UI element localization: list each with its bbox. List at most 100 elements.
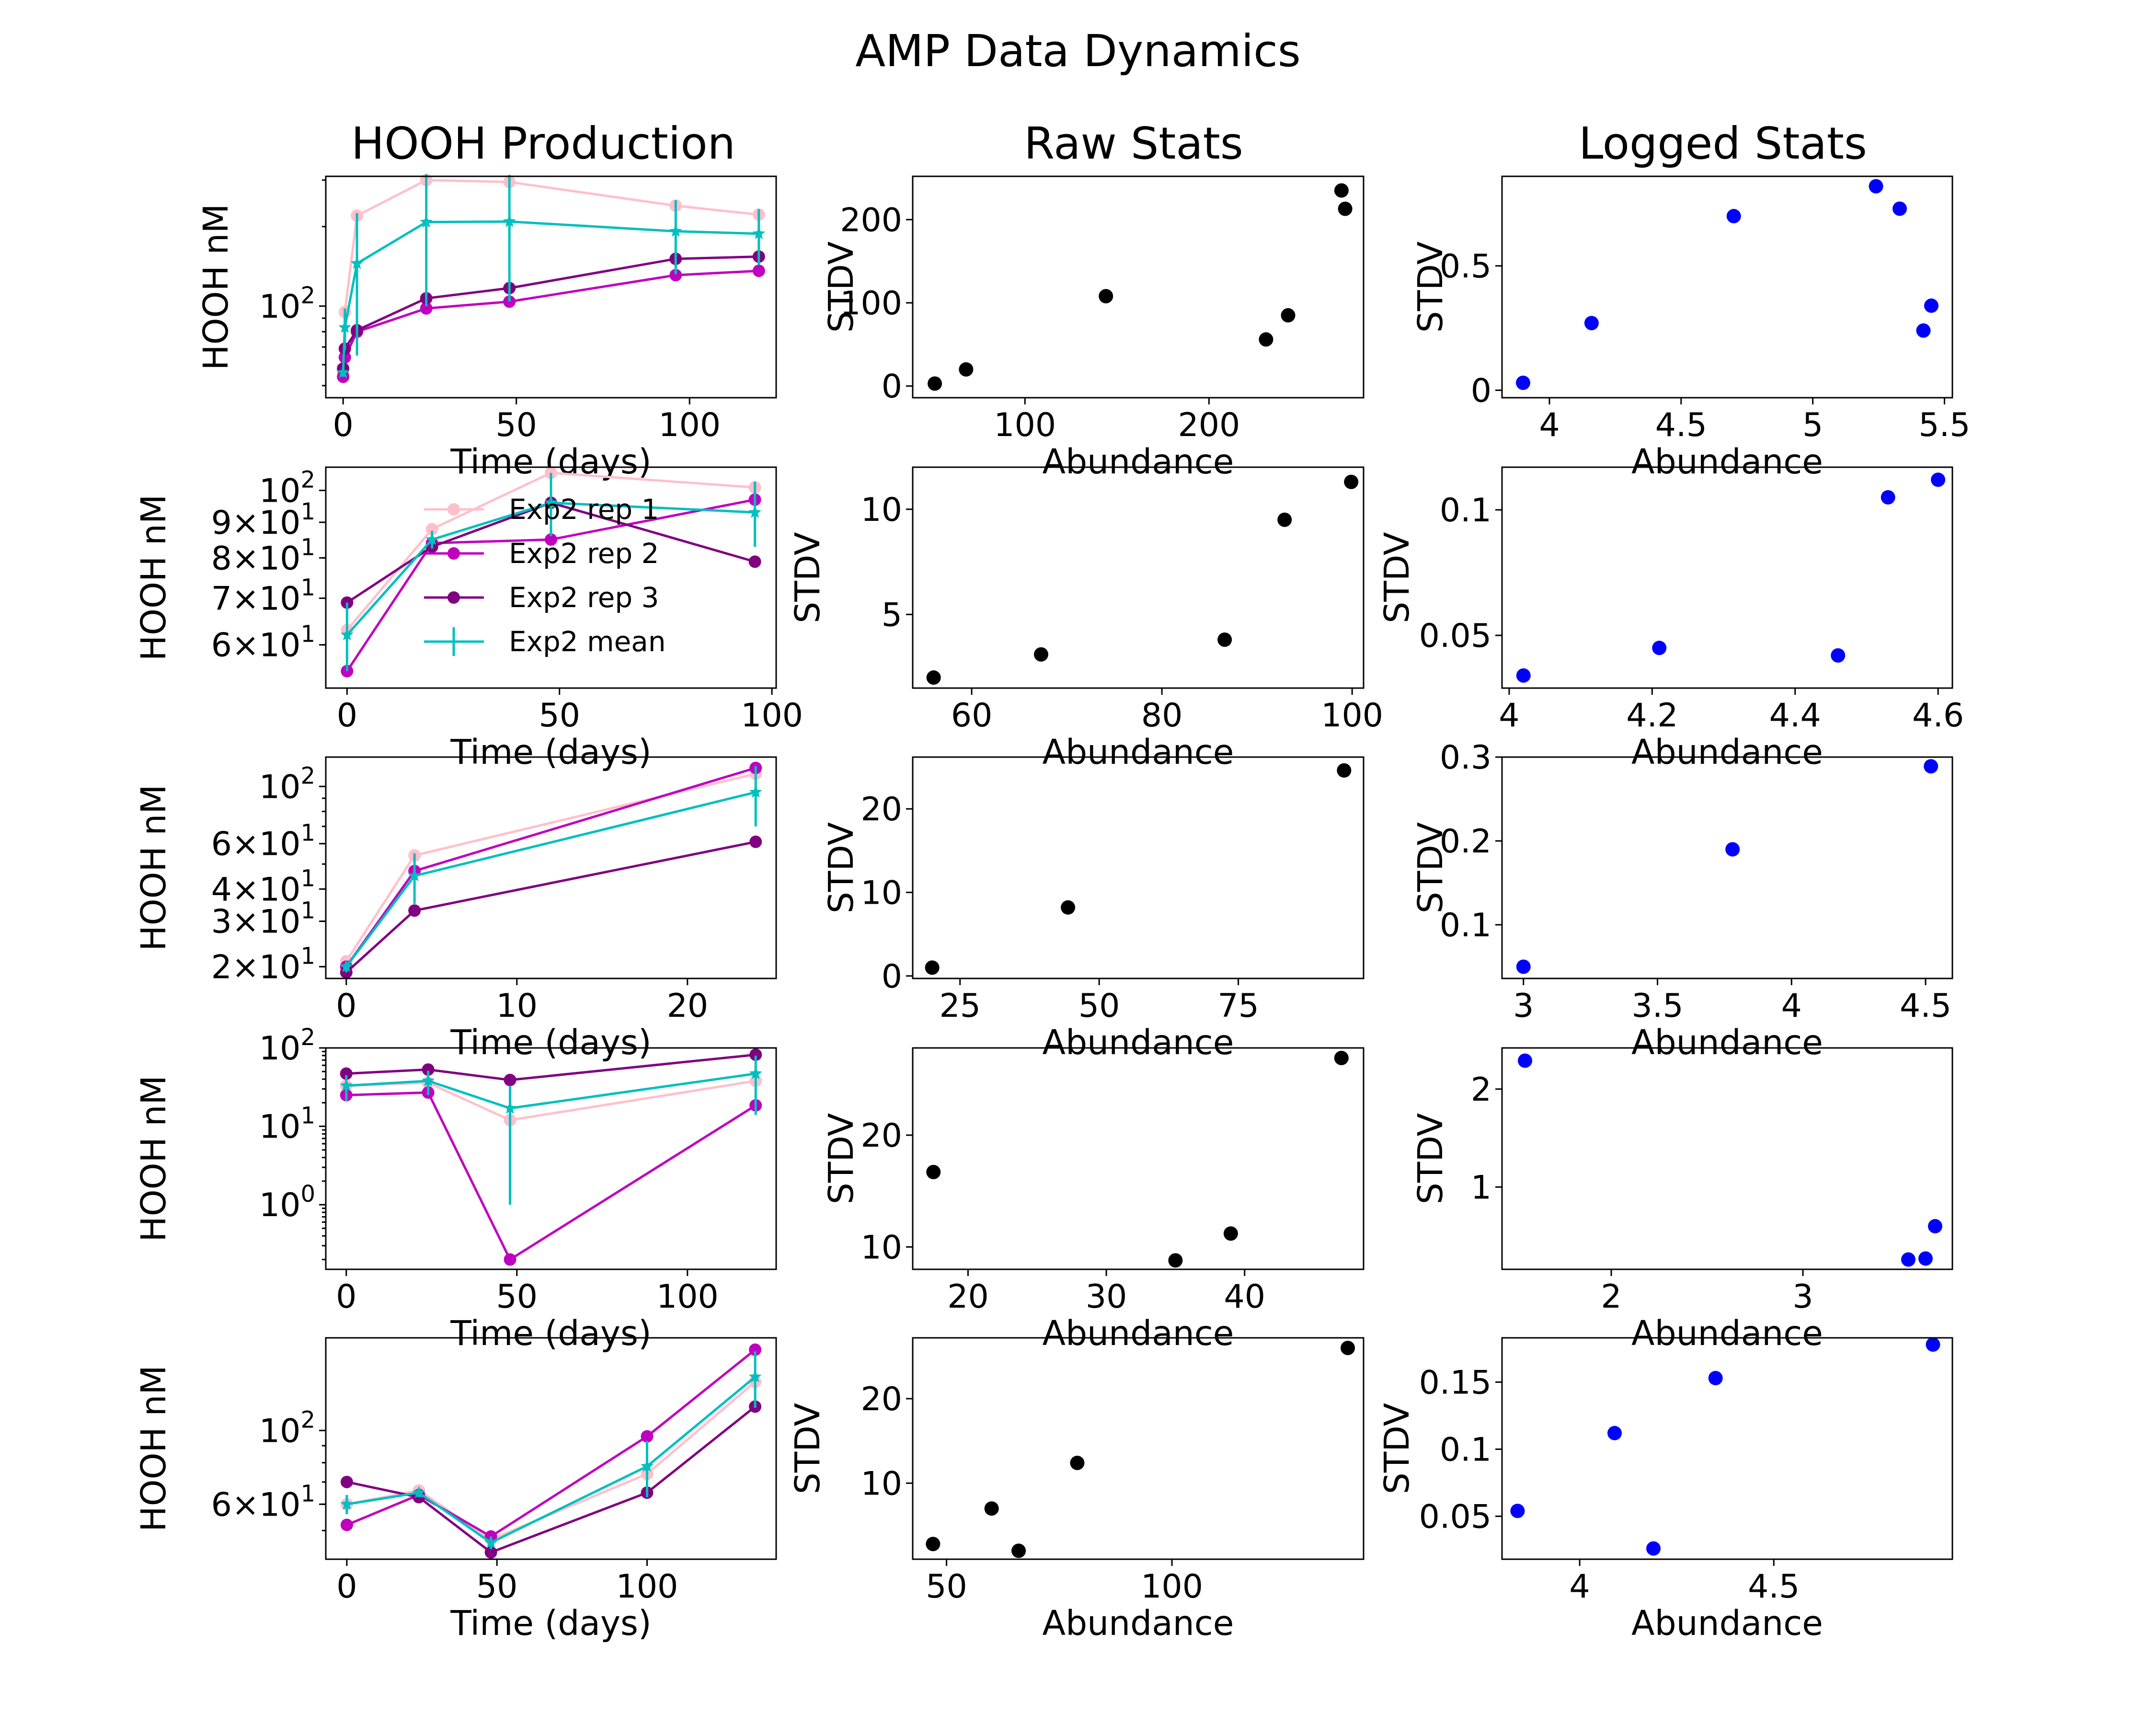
panel-r5-c3: 4 4.5 0.05 0.1 0.15 Abundance STDV <box>1377 1337 1953 1643</box>
y-tick-label: 10 <box>860 1465 902 1503</box>
axes-frame <box>325 466 777 689</box>
y-tick-label: 102 <box>259 1406 315 1450</box>
series-line-rep3 <box>346 1053 756 1081</box>
panel-r4-c3: 2 3 1 2 Abundance STDV <box>1411 1047 1953 1353</box>
y-tick-label: 20 <box>860 1380 902 1418</box>
column-title-logged-stats: Logged Stats <box>1579 118 1867 169</box>
y-tick-label: 102 <box>259 282 315 326</box>
x-axis-label: Abundance <box>1631 1023 1823 1062</box>
scatter-point <box>1892 201 1907 216</box>
y-tick-label: 7×101 <box>211 575 315 618</box>
data-point-mean <box>340 1497 354 1510</box>
y-axis-label: STDV <box>788 532 827 623</box>
scatter-point <box>1223 1226 1238 1241</box>
x-tick-label: 100 <box>656 1278 719 1316</box>
scatter-point <box>1510 1504 1525 1518</box>
scatter-point <box>1726 209 1741 224</box>
scatter-point <box>1652 641 1667 656</box>
scatter-point <box>1259 332 1273 347</box>
scatter-point <box>926 1537 940 1552</box>
series-line-rep1 <box>346 472 755 631</box>
y-axis-label: HOOH nM <box>196 204 236 370</box>
x-tick-label: 4 <box>1539 406 1560 444</box>
legend-marker <box>447 547 460 560</box>
scatter-point <box>1607 1426 1622 1440</box>
data-point-mean <box>412 1486 425 1498</box>
scatter-point <box>1518 1053 1532 1068</box>
y-tick-label: 20 <box>860 791 902 828</box>
x-tick-label: 4.5 <box>1900 987 1951 1025</box>
scatter-point <box>926 1165 941 1179</box>
scatter-point <box>1928 1219 1942 1234</box>
y-tick-label: 102 <box>259 467 315 510</box>
y-tick-label: 6×101 <box>211 1480 315 1524</box>
scatter-point <box>926 670 941 685</box>
y-axis-label: STDV <box>1411 822 1450 913</box>
scatter-point <box>1918 1251 1933 1266</box>
axes-frame <box>912 1337 1365 1560</box>
scatter-point <box>1924 759 1938 774</box>
y-tick-label: 0.1 <box>1440 907 1491 944</box>
scatter-point <box>1168 1253 1183 1268</box>
y-axis-label: HOOH nM <box>134 784 173 951</box>
y-axis-label: STDV <box>821 242 861 333</box>
scatter-point <box>1334 1051 1349 1065</box>
panel-r4-c1: 0 50 100 100 101 102 Time (days) HOOH nM <box>134 1024 777 1353</box>
y-axis-label: HOOH nM <box>134 1075 173 1242</box>
data-point-mean <box>749 785 762 798</box>
y-tick-label: 200 <box>840 201 902 239</box>
legend-label: Exp2 rep 2 <box>509 537 659 570</box>
x-tick-label: 4 <box>1569 1568 1590 1606</box>
data-point <box>748 555 761 568</box>
data-point <box>422 1063 435 1076</box>
data-point <box>545 533 557 546</box>
data-point-mean <box>484 1536 497 1548</box>
x-tick-label: 80 <box>1141 697 1183 735</box>
scatter-point <box>1725 842 1740 857</box>
data-point-mean <box>504 1101 516 1114</box>
y-axis-label: STDV <box>1411 242 1450 333</box>
y-tick-label: 9×101 <box>211 498 315 542</box>
panel-r1-c3: 4 4.5 5 5.5 0 0.5 Abundance STDV <box>1411 175 1971 482</box>
y-tick-label: 0.1 <box>1440 1431 1491 1469</box>
data-point-mean <box>544 496 558 508</box>
x-tick-label: 40 <box>1224 1278 1265 1316</box>
data-point <box>340 1067 353 1080</box>
y-axis-label: STDV <box>821 1113 861 1204</box>
x-tick-label: 100 <box>1141 1568 1203 1606</box>
axes-frame <box>912 756 1365 979</box>
y-axis-label: HOOH nM <box>134 494 173 661</box>
series-mean <box>341 472 761 671</box>
scatter-point <box>1061 900 1076 915</box>
panel-r5-c2: 50 100 10 20 Abundance STDV <box>788 1337 1365 1643</box>
y-tick-label: 102 <box>259 762 315 806</box>
x-axis-label: Time (days) <box>450 732 651 772</box>
data-point-mean <box>503 215 516 227</box>
series-mean <box>340 1351 762 1549</box>
data-point <box>425 523 438 536</box>
series-mean <box>340 1055 762 1205</box>
data-point-mean <box>338 321 352 333</box>
scatter-point <box>1070 1455 1085 1470</box>
scatter-point <box>1011 1543 1026 1558</box>
x-axis-label: Abundance <box>1043 732 1234 772</box>
x-axis-label: Abundance <box>1043 442 1234 482</box>
figure-title: AMP Data Dynamics <box>855 25 1301 77</box>
axes-frame <box>912 1047 1365 1270</box>
panel-r3-c3: 3 3.5 4 4.5 0.1 0.2 0.3 Abundance STDV <box>1411 739 1953 1062</box>
axes-frame <box>325 1337 777 1560</box>
y-axis-label: STDV <box>1377 1403 1417 1494</box>
y-tick-label: 0.2 <box>1440 823 1491 861</box>
x-tick-label: 60 <box>951 697 993 735</box>
data-point <box>504 1073 516 1086</box>
scatter-point <box>1341 1341 1355 1356</box>
x-tick-label: 100 <box>741 697 803 735</box>
y-axis-label: STDV <box>1377 532 1417 623</box>
axes-frame <box>325 756 777 979</box>
scatter-point <box>1281 308 1296 323</box>
data-point-mean <box>748 506 761 518</box>
